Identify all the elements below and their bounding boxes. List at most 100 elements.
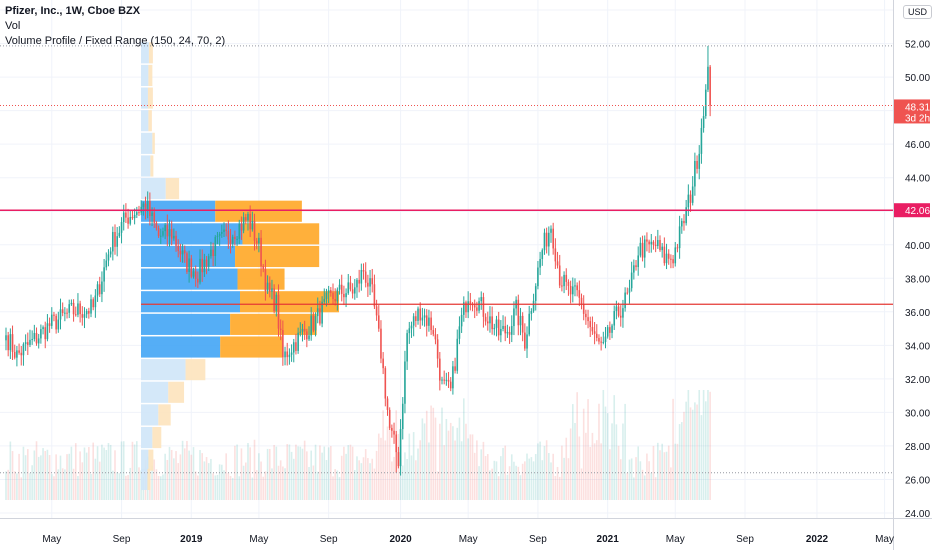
volume-bar (120, 441, 123, 500)
candle-body (279, 328, 282, 331)
volume-bar (351, 446, 354, 500)
candle-body (116, 236, 118, 247)
candle-body (687, 194, 690, 208)
volume-profile-down-bar (150, 155, 154, 177)
volume-bar (380, 437, 382, 500)
candle-body (35, 332, 38, 344)
candle-body (225, 229, 227, 231)
volume-profile-down-bar (147, 468, 151, 491)
volume-bar (434, 417, 437, 500)
candle-body (628, 288, 631, 293)
candle-body (541, 250, 544, 260)
candle-body (170, 229, 173, 239)
candle-body (410, 325, 413, 329)
candle-body (42, 327, 44, 330)
volume-bar (606, 413, 609, 500)
candle-body (637, 255, 639, 268)
volume-bar (700, 415, 703, 500)
candle-body (676, 247, 679, 249)
candle-body (310, 315, 312, 336)
volume-bar (310, 450, 312, 500)
volume-bar (410, 455, 413, 500)
volume-bar (205, 457, 208, 500)
volume-bar (574, 422, 576, 500)
candle-body (694, 160, 696, 187)
candle-body (218, 233, 221, 236)
candle-body (624, 292, 626, 309)
volume-bar (48, 454, 51, 500)
volume-bar (463, 398, 465, 500)
volume-bar (194, 471, 197, 500)
volume-bar (670, 467, 672, 500)
volume-bar (210, 458, 212, 500)
candle-body (44, 327, 47, 340)
volume-bar (585, 432, 587, 500)
last-price-tag[interactable] (894, 99, 930, 124)
volume-bar (227, 473, 230, 500)
volume-profile-up-bar (141, 449, 149, 471)
candle-body (550, 228, 552, 233)
volume-bar (186, 440, 188, 500)
volume-bar (125, 475, 127, 500)
volume-bar (391, 461, 393, 500)
candle-body (109, 251, 112, 255)
level-price-tag[interactable] (894, 203, 930, 218)
volume-bar (136, 441, 138, 500)
volume-bar (72, 468, 75, 500)
candle-body (667, 253, 670, 259)
x-tick-label: 2022 (806, 534, 829, 545)
volume-bar (639, 461, 642, 500)
volume-bar (50, 474, 53, 500)
volume-bar (704, 401, 707, 500)
candle-body (519, 315, 522, 326)
volume-bar (423, 423, 426, 500)
volume-bar (29, 473, 31, 500)
volume-bar (430, 405, 432, 500)
volume-bar (482, 441, 485, 500)
volume-bar (687, 390, 690, 500)
candle-body (650, 241, 653, 245)
candle-body (428, 317, 430, 326)
candle-body (659, 239, 661, 251)
volume-bar (238, 476, 241, 500)
volume-bar (526, 453, 528, 500)
volume-bar (90, 473, 92, 500)
volume-bar (500, 456, 502, 500)
candle-body (64, 312, 66, 314)
candle-body (696, 160, 698, 169)
candle-body (617, 306, 620, 316)
volume-profile-down-bar (152, 132, 155, 154)
volume-profile-up-bar (141, 110, 149, 132)
candle-body (162, 231, 164, 236)
candle-body (467, 301, 469, 313)
candle-body (406, 333, 408, 362)
candle-body (37, 338, 40, 344)
candle-body (157, 228, 160, 237)
candle-body (510, 326, 513, 335)
legend-volume-profile[interactable]: Volume Profile / Fixed Range (150, 24, 7… (5, 35, 226, 47)
legend-volume[interactable]: Vol (5, 20, 21, 32)
volume-bar (46, 449, 49, 500)
candle-body (194, 271, 197, 279)
candle-body (323, 298, 326, 302)
candle-body (478, 301, 480, 311)
candle-body (68, 304, 71, 313)
volume-bar (207, 463, 210, 500)
volume-bar (164, 453, 166, 500)
volume-bar (587, 399, 589, 500)
candle-body (611, 325, 613, 333)
candle-body (441, 379, 443, 381)
legend-symbol-title[interactable]: Pfizer, Inc., 1W, Cboe BZX (5, 5, 141, 17)
currency-button[interactable]: USD (903, 5, 932, 19)
volume-bar (556, 466, 559, 500)
volume-bar (301, 448, 304, 500)
volume-profile-down-bar (148, 449, 154, 471)
candle-body (59, 309, 62, 320)
candle-body (604, 336, 607, 342)
volume-bar (299, 446, 302, 500)
candle-body (197, 278, 199, 283)
volume-bar (96, 446, 99, 500)
volume-bar (428, 442, 430, 500)
